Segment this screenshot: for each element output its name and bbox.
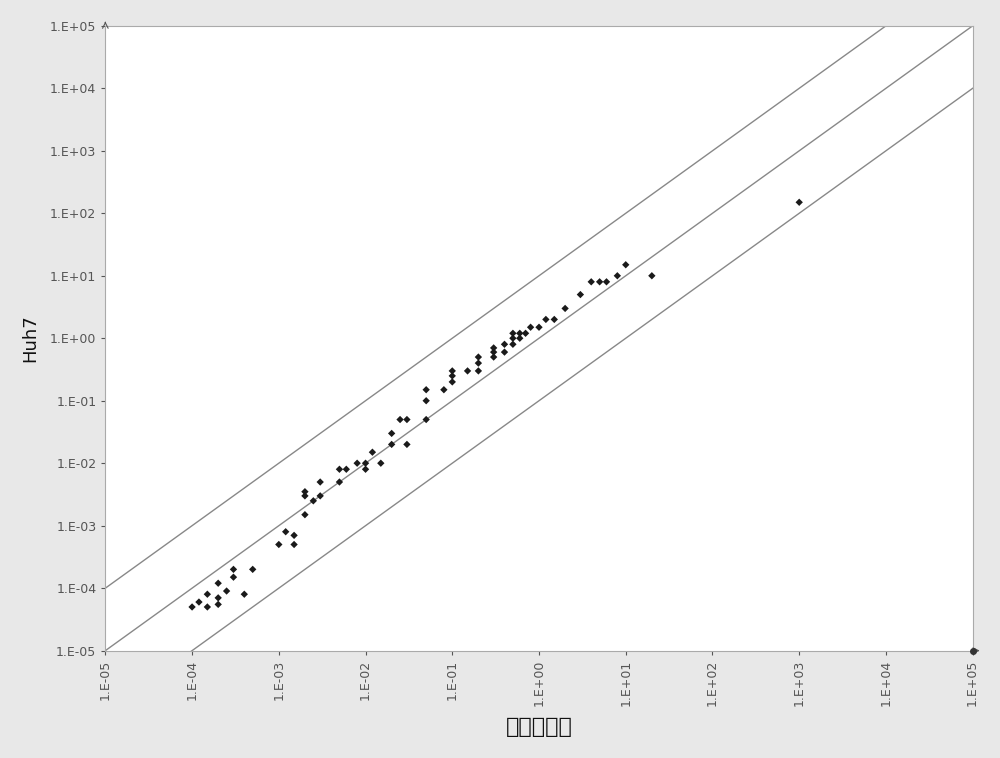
Point [199,588,215,600]
Point [331,476,347,488]
Point [286,529,302,541]
Point [470,351,486,363]
Point [184,601,200,613]
X-axis label: 肝正常细胞: 肝正常细胞 [506,717,572,738]
Point [592,276,608,288]
Point [392,413,408,425]
Point [470,365,486,377]
Point [505,338,521,350]
Point [286,538,302,550]
Point [278,526,294,538]
Point [210,598,226,610]
Point [444,365,460,377]
Point [486,342,502,354]
Point [358,457,374,469]
Point [297,490,313,502]
Point [219,585,235,597]
Point [358,463,374,475]
Point [373,457,389,469]
Point [384,438,400,450]
Point [418,413,434,425]
Point [486,346,502,359]
Point [496,346,512,359]
Point [791,196,807,208]
Point [418,395,434,407]
Point [297,486,313,498]
Point [236,588,252,600]
Point [436,384,452,396]
Point [505,332,521,344]
Point [331,463,347,475]
Point [364,446,380,459]
Point [338,463,354,475]
Point [470,357,486,369]
Point [486,351,502,363]
Point [225,571,241,583]
Y-axis label: Huh7: Huh7 [21,315,39,362]
Point [312,490,328,502]
Point [225,563,241,575]
Point [572,289,588,301]
Point [297,509,313,521]
Point [618,258,634,271]
Point [609,270,625,282]
Point [418,384,434,396]
Point [312,476,328,488]
Point [305,495,321,507]
Point [191,596,207,608]
Point [444,376,460,388]
Point [598,276,614,288]
Point [531,321,547,334]
Point [523,321,539,334]
Point [399,438,415,450]
Point [399,413,415,425]
Point [496,338,512,350]
Point [644,270,660,282]
Point [583,276,599,288]
Point [349,457,365,469]
Point [444,370,460,382]
Point [546,313,562,325]
Point [512,327,528,340]
Point [384,428,400,440]
Point [557,302,573,315]
Point [210,592,226,604]
Point [210,577,226,589]
Point [512,332,528,344]
Point [199,601,215,613]
Point [271,538,287,550]
Point [505,327,521,340]
Point [538,313,554,325]
Point [245,563,261,575]
Point [518,327,534,340]
Point [460,365,476,377]
